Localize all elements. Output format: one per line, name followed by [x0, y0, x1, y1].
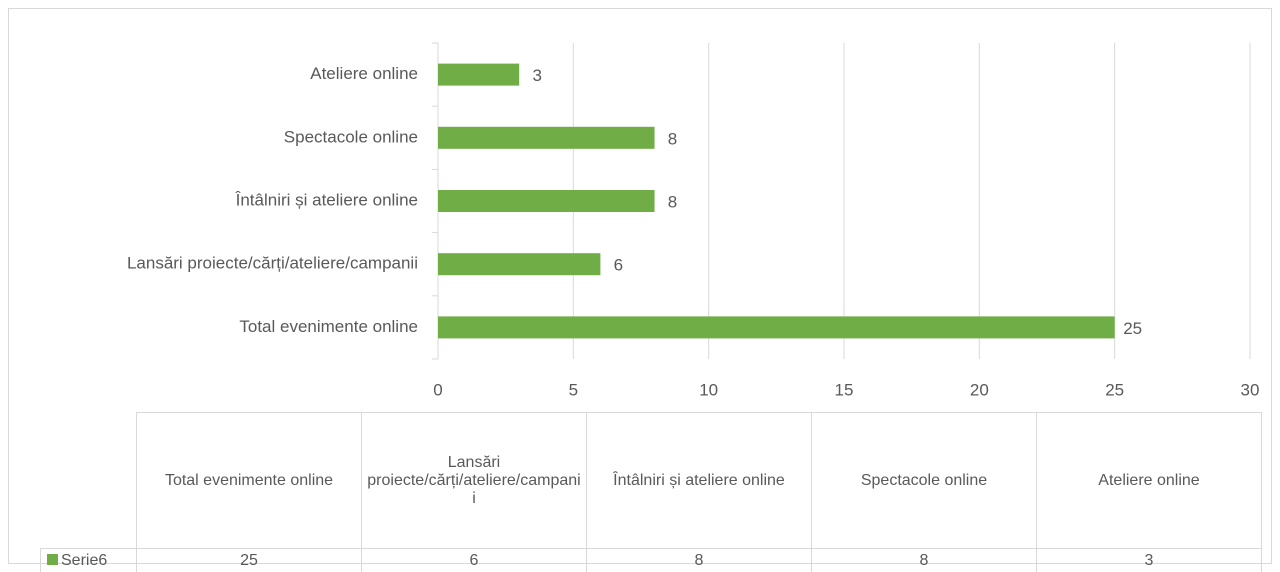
- table-header: Întâlniri și ateliere online: [586, 412, 812, 549]
- x-tick-label: 10: [699, 380, 718, 399]
- x-tick-label: 15: [835, 380, 854, 399]
- table-header-row: Total evenimente online Lansări proiecte/…: [40, 412, 1262, 549]
- table-header: Ateliere online: [1036, 412, 1262, 549]
- legend-label: Serie6: [61, 551, 108, 569]
- table-corner: [40, 412, 137, 549]
- table-header: Spectacole online: [811, 412, 1037, 549]
- x-tick-label: 5: [569, 380, 578, 399]
- bar: [438, 190, 655, 212]
- x-tick-label: 0: [433, 380, 442, 399]
- y-tick-label: Spectacole online: [284, 127, 418, 146]
- table-value: 8: [811, 548, 1037, 572]
- table-value: 6: [361, 548, 587, 572]
- table-row: Serie6 25 6 8 8 3: [40, 548, 1262, 572]
- x-tick-label: 25: [1105, 380, 1124, 399]
- data-label: 3: [532, 66, 541, 85]
- bar: [438, 316, 1115, 339]
- legend-cell: Serie6: [40, 548, 137, 572]
- table-header: Lansări proiecte/cărți/ateliere/campanii: [361, 412, 587, 549]
- bar: [438, 63, 520, 86]
- bar: [438, 253, 601, 276]
- table-header: Total evenimente online: [136, 412, 362, 549]
- data-label: 6: [614, 256, 623, 275]
- y-tick-label: Lansări proiecte/cărți/ateliere/campanii: [127, 254, 418, 273]
- data-table: Total evenimente online Lansări proiecte/…: [40, 412, 1262, 572]
- x-tick-label: 20: [970, 380, 989, 399]
- data-label: 8: [668, 192, 677, 211]
- y-tick-label: Întâlniri și ateliere online: [235, 190, 418, 209]
- table-value: 3: [1036, 548, 1262, 572]
- table-value: 8: [586, 548, 812, 572]
- y-tick-label: Ateliere online: [310, 64, 418, 83]
- legend-swatch: [47, 553, 58, 565]
- table-value: 25: [136, 548, 362, 572]
- bar: [438, 126, 655, 149]
- data-label: 8: [668, 129, 677, 148]
- y-tick-label: Total evenimente online: [239, 317, 418, 336]
- x-tick-label: 30: [1241, 380, 1260, 399]
- data-label: 25: [1123, 319, 1142, 338]
